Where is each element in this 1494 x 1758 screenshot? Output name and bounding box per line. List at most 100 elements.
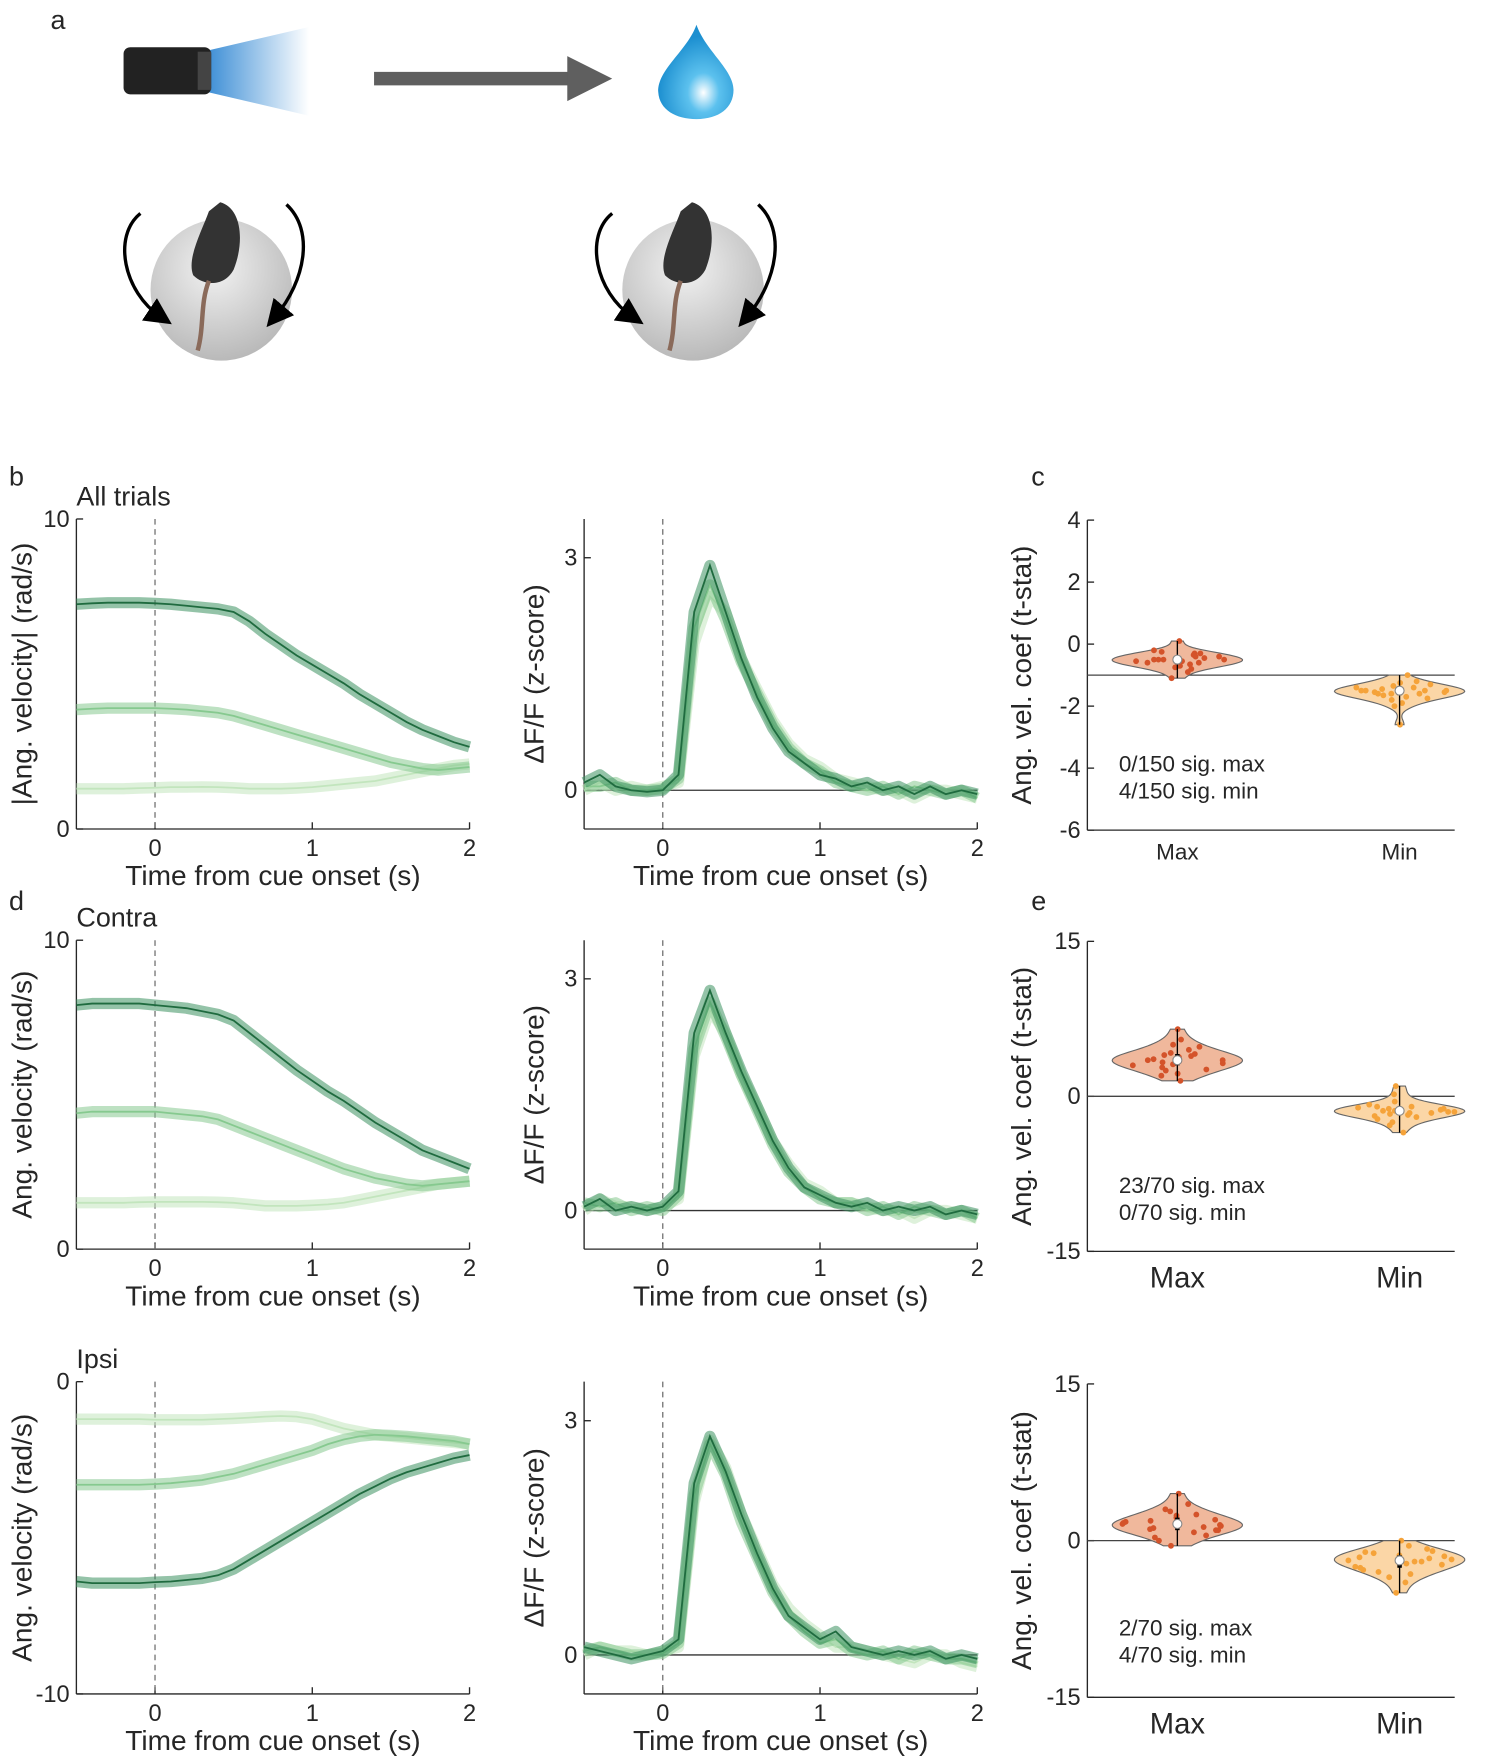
y-tick-label: 2	[1067, 569, 1080, 595]
point	[1193, 1511, 1200, 1518]
x-tick-label: 1	[813, 835, 826, 861]
line-band	[581, 1434, 979, 1673]
y-tick-label: 0	[564, 1197, 577, 1223]
point	[1386, 1122, 1393, 1129]
y-axis-label: Ang. vel. coef (t-stat)	[1006, 1411, 1037, 1670]
line	[76, 1180, 470, 1207]
line-band	[76, 1429, 471, 1491]
point	[1424, 1546, 1431, 1552]
y-tick-label: 10	[43, 927, 69, 953]
x-tick-label: 1	[813, 1700, 826, 1726]
x-tick-label: 0	[656, 1255, 669, 1281]
y-tick-label: -15	[1047, 1684, 1081, 1710]
point	[1358, 687, 1365, 694]
line-band	[580, 1004, 979, 1224]
point	[1196, 1043, 1203, 1050]
point	[1355, 1104, 1362, 1111]
x-tick-label: 1	[306, 1700, 319, 1726]
point	[1150, 1056, 1157, 1063]
point	[1388, 697, 1395, 703]
point	[1212, 1516, 1219, 1523]
point	[1408, 1103, 1415, 1110]
point	[1386, 1574, 1393, 1581]
point	[1399, 700, 1405, 706]
x-tick-label: 1	[306, 835, 319, 861]
line-band	[584, 579, 980, 804]
line-band	[582, 996, 980, 1224]
panel-label: c	[1031, 461, 1044, 491]
point	[1170, 1041, 1177, 1048]
point	[1391, 1098, 1398, 1105]
y-axis-label: Ang. velocity (rad/s)	[6, 971, 37, 1219]
y-tick-label: 3	[564, 545, 577, 571]
y-tick-label: -6	[1060, 817, 1081, 843]
line	[583, 562, 978, 796]
point	[1177, 1077, 1184, 1084]
point	[1167, 1050, 1174, 1056]
point	[1178, 1036, 1184, 1043]
point	[1404, 672, 1411, 679]
x-tick-label: 0	[656, 1700, 669, 1726]
y-tick-label: -15	[1047, 1238, 1081, 1264]
line	[76, 1110, 470, 1187]
point	[1362, 1549, 1369, 1556]
point	[1397, 721, 1403, 728]
x-tick-label: 1	[813, 1255, 826, 1281]
x-tick-label: 2	[463, 835, 476, 861]
point	[1159, 1059, 1166, 1066]
point	[1413, 1114, 1420, 1120]
point	[1441, 1553, 1448, 1560]
annotation: 2/70 sig. max	[1119, 1616, 1253, 1641]
point	[1144, 659, 1151, 666]
light-cone	[207, 26, 309, 116]
point	[1405, 1542, 1412, 1549]
point	[1168, 675, 1175, 682]
y-tick-label: 0	[1067, 1527, 1080, 1553]
y-tick-label: -10	[36, 1681, 70, 1707]
point	[1374, 1103, 1381, 1110]
y-axis-label: Ang. velocity (rad/s)	[6, 1414, 37, 1662]
point	[1345, 1557, 1352, 1564]
y-axis-label: Ang. vel. coef (t-stat)	[1006, 967, 1037, 1226]
y-axis-label: ΔF/F (z-score)	[519, 1005, 550, 1184]
arrow-head	[567, 56, 613, 102]
point	[1353, 684, 1360, 691]
point	[1201, 655, 1208, 661]
point	[1411, 1558, 1418, 1565]
x-axis-label: Time from cue onset (s)	[633, 860, 928, 891]
line	[76, 1002, 470, 1170]
point	[1448, 1556, 1455, 1563]
line-band	[581, 984, 979, 1220]
point	[1429, 1548, 1436, 1554]
y-tick-label: 0	[564, 777, 577, 803]
camera	[123, 47, 212, 95]
point	[1366, 1101, 1373, 1108]
x-tick-label: 2	[463, 1700, 476, 1726]
point	[1156, 1537, 1162, 1544]
x-tick-label: 1	[306, 1255, 319, 1281]
panel-label: a	[51, 5, 66, 35]
x-axis-label: Time from cue onset (s)	[633, 1280, 928, 1311]
x-tick-label: Max	[1150, 1262, 1206, 1294]
point	[1387, 1111, 1393, 1117]
annotation: 0/150 sig. max	[1119, 752, 1265, 777]
line	[76, 1454, 470, 1584]
median	[1394, 1555, 1405, 1566]
point	[1167, 1508, 1174, 1515]
point	[1379, 686, 1386, 692]
y-tick-label: 0	[1067, 631, 1080, 657]
y-tick-label: 10	[43, 506, 69, 532]
point	[1191, 1529, 1197, 1536]
point	[1441, 689, 1448, 696]
panel-label: b	[9, 461, 24, 491]
x-axis-label: Time from cue onset (s)	[125, 1280, 420, 1311]
point	[1445, 1108, 1452, 1115]
point	[1416, 690, 1423, 697]
y-tick-label: 15	[1054, 928, 1080, 954]
chart-title: All trials	[76, 482, 170, 512]
point	[1418, 1558, 1425, 1565]
point	[1424, 695, 1431, 702]
panel-label: d	[9, 886, 24, 916]
y-tick-label: 0	[57, 1369, 70, 1395]
chart-title: Contra	[76, 903, 157, 933]
